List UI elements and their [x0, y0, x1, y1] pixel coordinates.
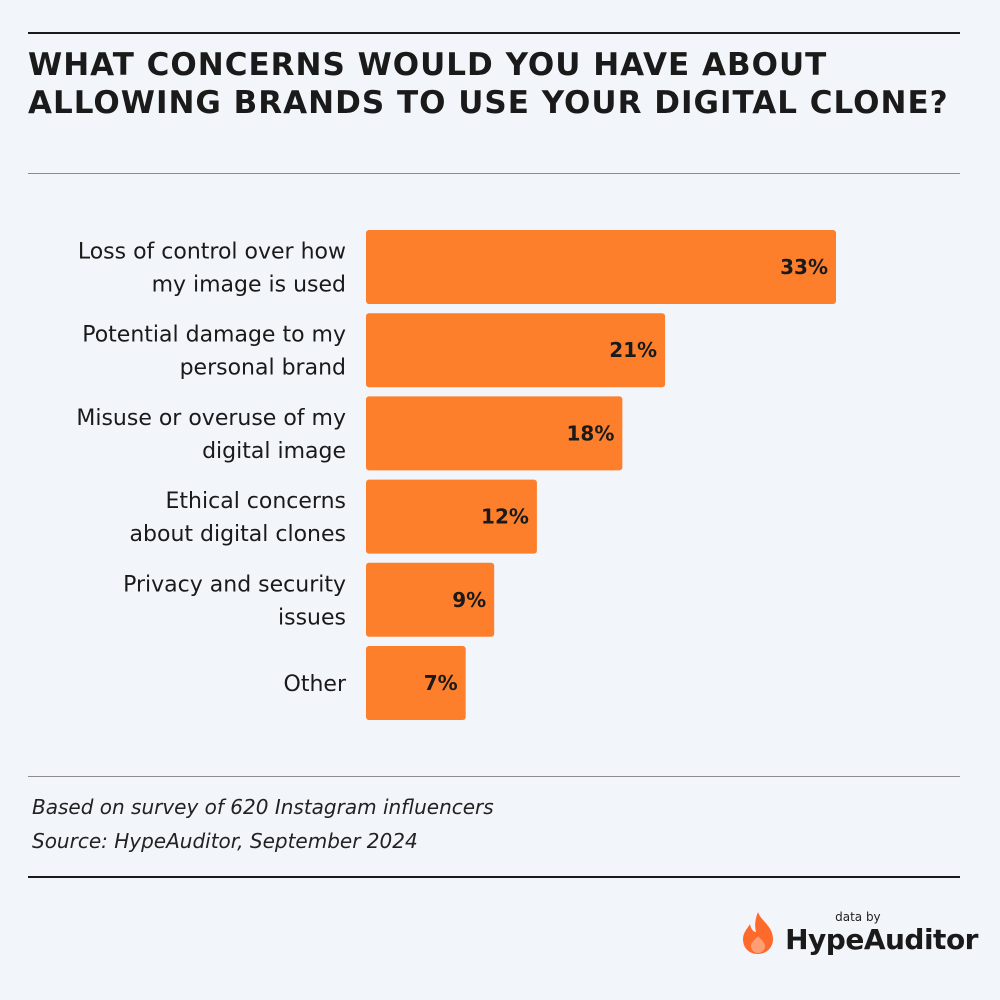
bar-0 — [366, 230, 836, 304]
chart-title: WHAT CONCERNS WOULD YOU HAVE ABOUT ALLOW… — [28, 47, 949, 121]
bar-2 — [366, 396, 623, 471]
category-label-0-1: my image is used — [152, 273, 346, 298]
notes-divider — [28, 776, 960, 777]
value-label-4: 9% — [452, 588, 486, 612]
brand-name: HypeAuditor — [785, 923, 978, 956]
category-label-5-0: Other — [284, 672, 347, 697]
category-label-1-1: personal brand — [180, 356, 346, 381]
category-label-3-0: Ethical concerns — [166, 489, 346, 514]
value-label-2: 18% — [566, 421, 614, 445]
bar-4 — [366, 562, 495, 637]
category-label-0-0: Loss of control over how — [78, 240, 346, 265]
title-divider — [28, 173, 960, 174]
value-label-0: 33% — [780, 255, 828, 279]
category-label-1-0: Potential damage to my — [82, 323, 346, 348]
bottom-rule — [28, 876, 960, 878]
bars-group: 33% Loss of control over how my image is u… — [76, 230, 836, 720]
value-label-1: 21% — [609, 338, 657, 362]
source-note: Source: HypeAuditor, September 2024 — [32, 829, 418, 853]
value-label-3: 12% — [481, 505, 529, 529]
category-label-4-1: issues — [278, 605, 346, 630]
brand-by-text: data by — [835, 910, 881, 924]
bar-1 — [366, 313, 666, 388]
brand-logo: data by HypeAuditor — [739, 910, 978, 956]
category-label-2-1: digital image — [202, 439, 346, 464]
notes-block: Based on survey of 620 Instagram influen… — [32, 790, 494, 858]
flame-icon — [743, 912, 774, 954]
category-label-3-1: about digital clones — [130, 522, 346, 547]
category-label-4-0: Privacy and security — [123, 572, 346, 597]
top-rule — [28, 32, 960, 34]
bar-3 — [366, 479, 537, 554]
bar-5 — [366, 646, 466, 720]
category-label-2-0: Misuse or overuse of my — [76, 406, 346, 431]
survey-note: Based on survey of 620 Instagram influen… — [32, 795, 494, 819]
value-label-5: 7% — [424, 671, 458, 695]
